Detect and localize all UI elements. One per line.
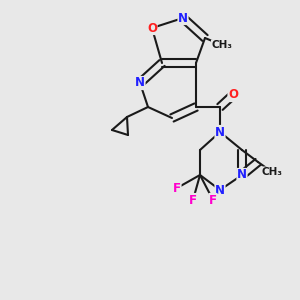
Text: N: N bbox=[135, 76, 145, 89]
Text: N: N bbox=[215, 125, 225, 139]
Text: F: F bbox=[189, 194, 197, 206]
Text: CH₃: CH₃ bbox=[262, 167, 283, 177]
Text: F: F bbox=[209, 194, 217, 206]
Text: N: N bbox=[215, 184, 225, 196]
Text: O: O bbox=[228, 88, 238, 101]
Text: F: F bbox=[173, 182, 181, 194]
Text: N: N bbox=[178, 11, 188, 25]
Text: O: O bbox=[147, 22, 157, 34]
Text: CH₃: CH₃ bbox=[212, 40, 233, 50]
Text: N: N bbox=[237, 169, 247, 182]
